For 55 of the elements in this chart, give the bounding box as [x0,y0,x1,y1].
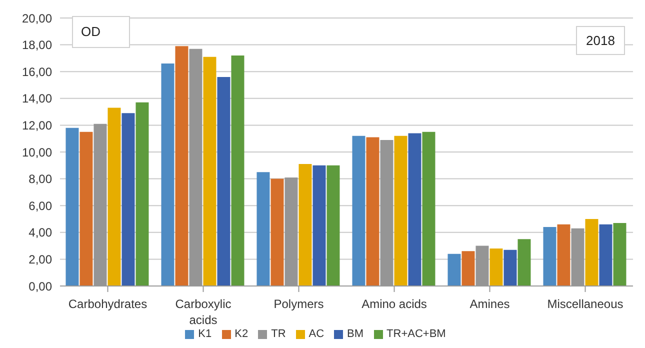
y-tick-label: 18,00 [22,38,52,52]
bar [352,136,366,286]
bar [256,172,270,286]
bar [518,239,531,286]
y-tick-label: 10,00 [22,145,52,160]
legend-label: AC [308,328,324,340]
y-tick-label: 20,00 [22,11,52,26]
y-tick-label: 8,00 [28,172,52,186]
legend-label: TR [271,328,286,340]
legend-label: K1 [198,328,212,340]
annotation: 2018 [576,26,625,55]
bar [217,76,230,286]
bar [366,137,380,286]
legend-label: BM [347,328,364,340]
bar [136,102,149,286]
bar [613,223,626,286]
y-tick-label: 0,00 [28,279,52,294]
y-tick-label: 12,00 [22,118,52,132]
bar [231,56,244,286]
bar [161,64,174,286]
bar [408,133,422,286]
bar [80,132,93,286]
bar [599,224,612,286]
x-tick-label: Amines [470,297,510,311]
bar [394,136,408,286]
y-tick-label: 16,00 [22,64,52,79]
bar [298,164,312,286]
bar [203,56,216,286]
bar [326,165,340,286]
bar [448,254,461,286]
bar [66,128,79,286]
x-tick-label: Polymers [274,297,324,311]
bar [108,108,121,286]
y-tick-label: 4,00 [28,226,52,240]
bar [585,219,598,286]
x-tick-label: Carbohydrates [68,297,148,311]
x-tick-label: Amino acids [362,297,427,311]
bar [175,46,188,286]
bar [490,248,503,286]
y-tick-label: 14,00 [22,92,52,106]
bar [504,250,517,286]
bar [557,224,570,286]
x-tick-label: Carboxylic acids [175,297,232,327]
legend-label: TR+AC+BM [386,328,446,340]
y-tick-label: 6,00 [28,198,52,213]
bar [270,178,284,286]
annotation: OD [72,16,130,48]
legend-label: K2 [234,328,248,340]
bar [122,113,135,286]
bar [543,227,556,286]
bar [312,165,326,286]
bar [462,251,475,286]
bar [422,132,436,286]
x-tick-label: Miscellaneous [547,297,624,311]
y-tick-label: 2,00 [28,252,52,266]
